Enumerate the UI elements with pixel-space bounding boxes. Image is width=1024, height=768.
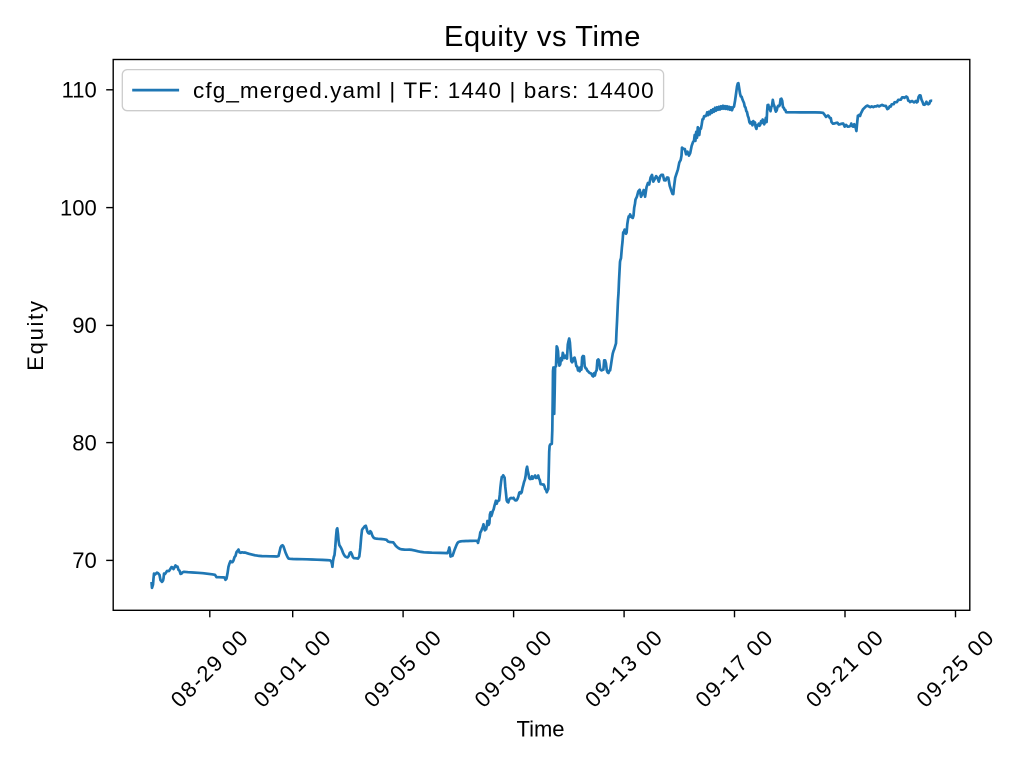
svg-text:110: 110 — [62, 78, 97, 103]
svg-text:Equity vs Time: Equity vs Time — [444, 21, 641, 53]
svg-text:70: 70 — [72, 548, 96, 573]
svg-text:80: 80 — [72, 430, 96, 455]
svg-text:Time: Time — [516, 717, 564, 742]
svg-text:90: 90 — [72, 313, 96, 338]
svg-text:100: 100 — [60, 195, 97, 220]
svg-text:cfg_merged.yaml | TF: 1440 | b: cfg_merged.yaml | TF: 1440 | bars: 14400 — [193, 78, 655, 103]
svg-text:Equity: Equity — [23, 299, 48, 370]
